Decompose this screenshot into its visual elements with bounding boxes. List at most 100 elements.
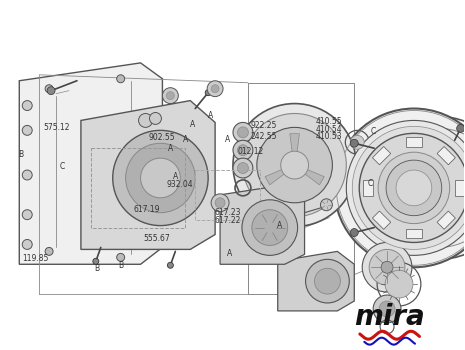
Text: 902.55: 902.55 — [148, 133, 175, 142]
Text: 617.22: 617.22 — [214, 216, 240, 225]
Text: 922.25: 922.25 — [251, 121, 277, 130]
Circle shape — [211, 194, 229, 212]
Circle shape — [242, 200, 298, 256]
Circle shape — [365, 166, 373, 174]
Text: A: A — [227, 249, 232, 258]
Bar — [406, 137, 422, 147]
Bar — [195, 170, 260, 220]
Circle shape — [45, 85, 53, 93]
Circle shape — [233, 158, 253, 178]
Circle shape — [385, 270, 413, 298]
Circle shape — [367, 117, 465, 259]
Circle shape — [457, 124, 465, 132]
Circle shape — [205, 90, 211, 96]
Circle shape — [314, 268, 340, 294]
Polygon shape — [298, 166, 324, 185]
Circle shape — [150, 112, 161, 124]
Polygon shape — [290, 134, 299, 160]
Text: A: A — [277, 221, 282, 230]
Text: A: A — [225, 135, 230, 144]
Text: 119.85: 119.85 — [22, 254, 48, 263]
Polygon shape — [265, 166, 291, 185]
Circle shape — [162, 88, 178, 104]
Text: C: C — [60, 162, 66, 171]
Circle shape — [238, 163, 248, 174]
Bar — [437, 147, 455, 165]
Text: A: A — [183, 135, 188, 144]
Circle shape — [350, 229, 358, 237]
Text: B: B — [94, 264, 99, 273]
Circle shape — [167, 262, 173, 268]
Circle shape — [93, 258, 99, 264]
Polygon shape — [278, 251, 354, 311]
Text: C: C — [368, 179, 373, 188]
Bar — [455, 180, 465, 196]
Circle shape — [421, 170, 457, 206]
Bar — [406, 229, 422, 238]
Circle shape — [350, 139, 358, 147]
Text: 932.04: 932.04 — [167, 180, 193, 189]
Polygon shape — [220, 185, 305, 264]
Circle shape — [140, 158, 180, 198]
Text: B: B — [118, 261, 123, 271]
Text: C: C — [370, 127, 376, 136]
Circle shape — [233, 104, 356, 226]
Circle shape — [306, 259, 349, 303]
Circle shape — [126, 143, 195, 213]
Text: A: A — [173, 172, 179, 181]
Circle shape — [369, 250, 405, 285]
Text: mira: mira — [354, 303, 425, 331]
Text: 617.19: 617.19 — [133, 204, 159, 214]
Circle shape — [370, 181, 398, 209]
Circle shape — [361, 162, 377, 178]
Circle shape — [281, 151, 309, 179]
Polygon shape — [81, 100, 215, 250]
Bar — [372, 211, 391, 229]
Bar — [363, 180, 373, 196]
Circle shape — [252, 210, 288, 245]
Circle shape — [22, 100, 32, 111]
Text: A: A — [168, 145, 173, 153]
Text: 617.23: 617.23 — [214, 208, 240, 217]
Circle shape — [207, 81, 223, 97]
Circle shape — [334, 108, 465, 267]
Circle shape — [233, 122, 253, 142]
Circle shape — [117, 253, 125, 261]
Text: B: B — [19, 150, 24, 159]
Text: 410.53: 410.53 — [316, 132, 342, 141]
Circle shape — [166, 92, 174, 100]
Circle shape — [22, 125, 32, 135]
Circle shape — [233, 140, 253, 160]
Circle shape — [47, 87, 55, 94]
Circle shape — [378, 152, 450, 224]
Circle shape — [352, 126, 465, 250]
Circle shape — [238, 145, 248, 156]
Circle shape — [373, 295, 401, 323]
Text: 410.55: 410.55 — [316, 117, 342, 126]
Circle shape — [257, 127, 332, 203]
Text: 555.67: 555.67 — [144, 234, 171, 243]
Circle shape — [376, 187, 392, 203]
Text: A: A — [190, 120, 195, 129]
Circle shape — [238, 127, 248, 138]
Bar — [437, 211, 455, 229]
Circle shape — [22, 210, 32, 220]
Circle shape — [362, 243, 412, 292]
Circle shape — [379, 128, 465, 247]
Text: 012.12: 012.12 — [237, 147, 263, 156]
Circle shape — [211, 85, 219, 93]
Bar — [91, 148, 185, 228]
Circle shape — [381, 261, 393, 273]
Text: A: A — [207, 111, 213, 120]
Text: 242.55: 242.55 — [251, 132, 278, 141]
Circle shape — [399, 148, 465, 228]
Circle shape — [215, 198, 225, 208]
Circle shape — [396, 170, 432, 206]
Text: 575.12: 575.12 — [43, 122, 69, 132]
Text: 410.54: 410.54 — [316, 125, 342, 134]
Circle shape — [45, 247, 53, 256]
Circle shape — [113, 130, 208, 226]
Circle shape — [386, 160, 442, 216]
Circle shape — [346, 120, 465, 256]
Circle shape — [359, 133, 465, 243]
